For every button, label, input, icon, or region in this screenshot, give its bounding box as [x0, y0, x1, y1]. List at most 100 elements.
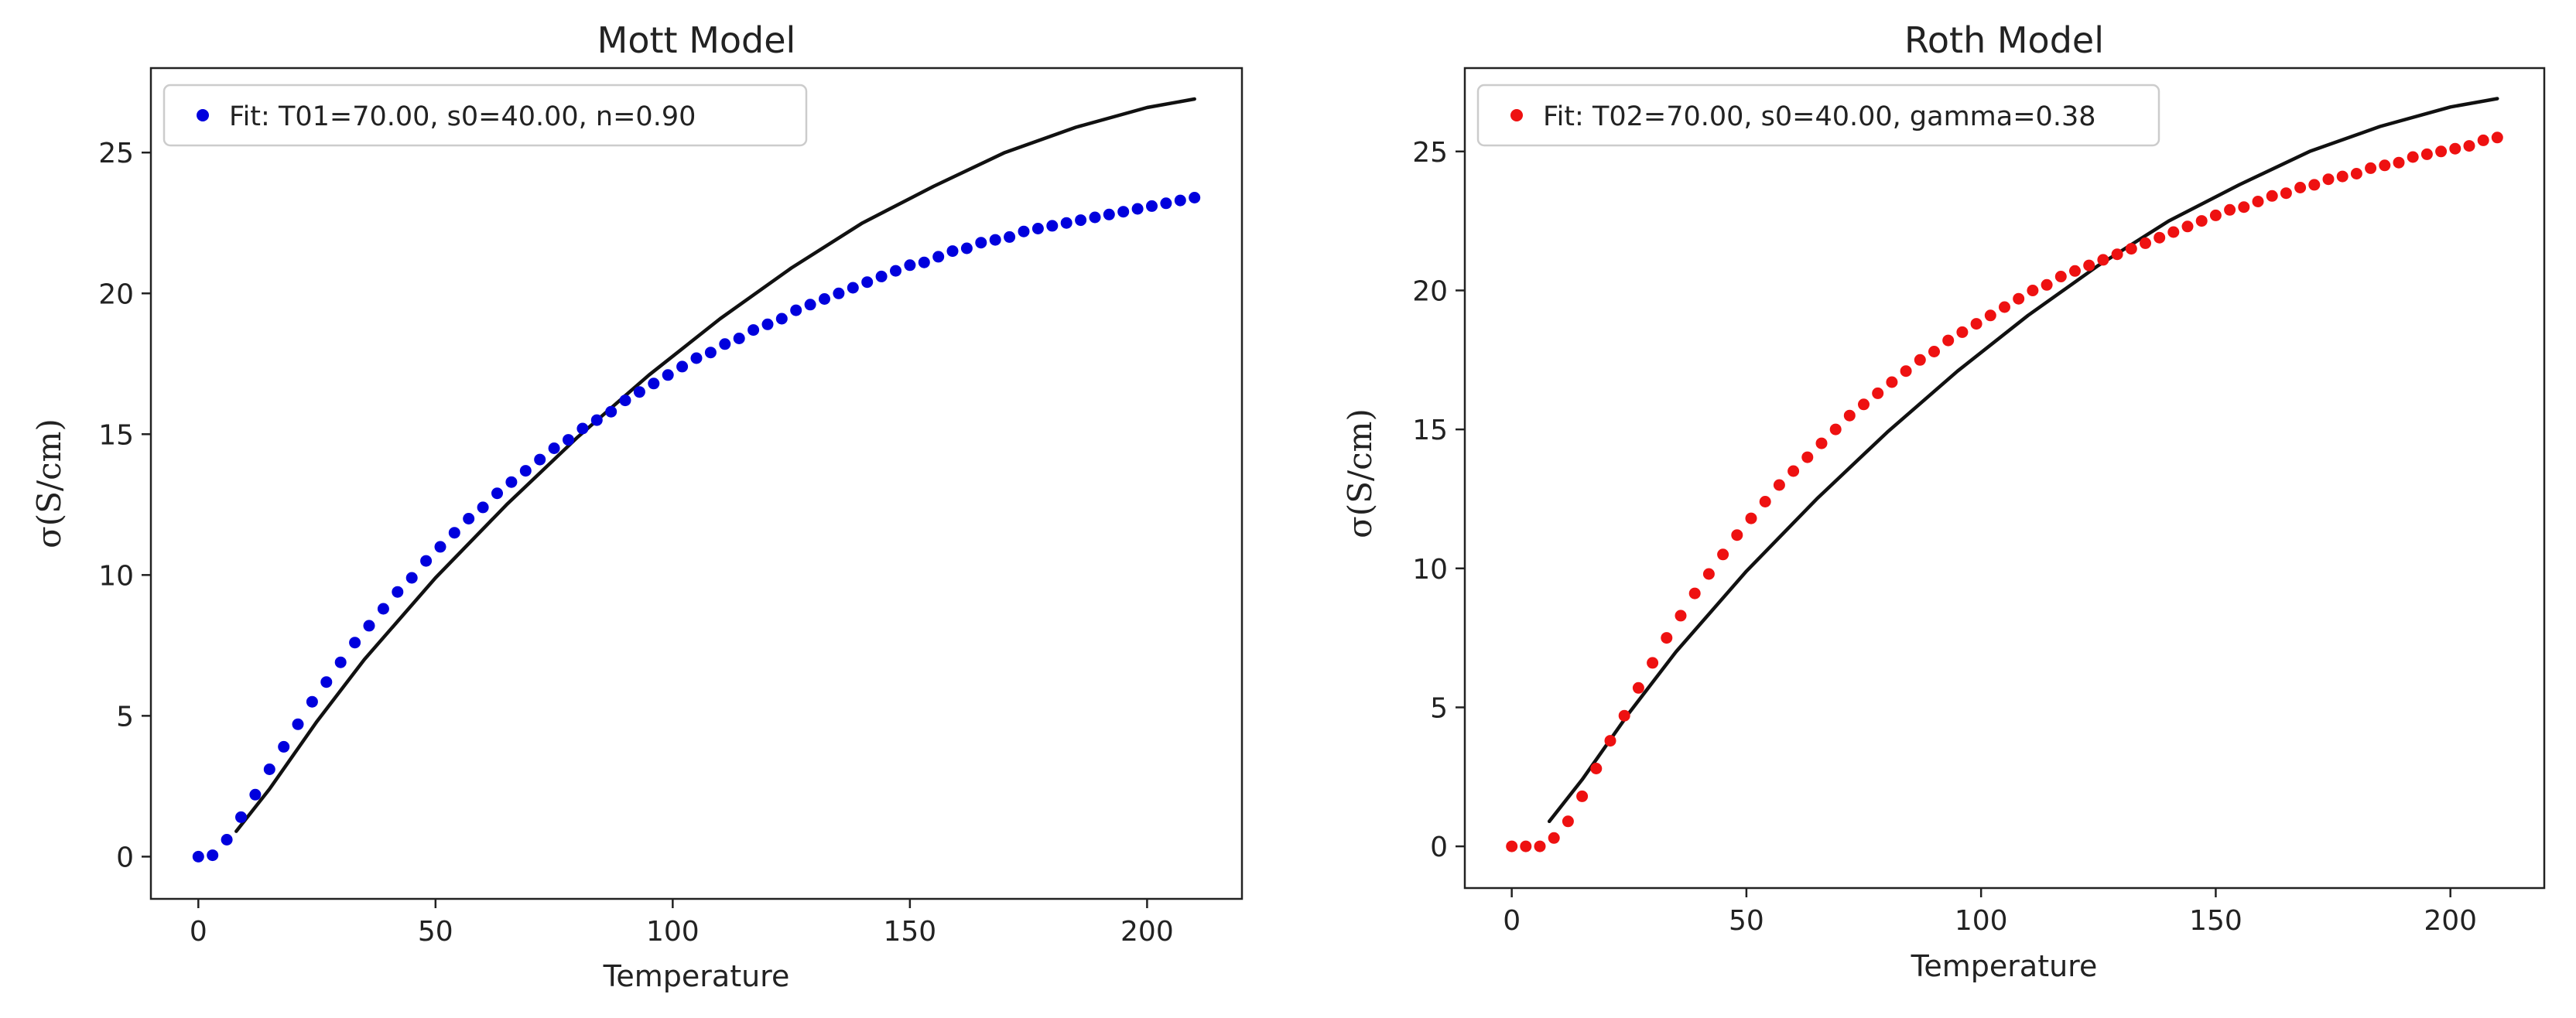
legend: Fit: T01=70.00, s0=40.00, n=0.90: [162, 84, 808, 147]
x-axis-label: Temperature: [1911, 949, 2098, 983]
data-point: [505, 476, 518, 488]
reference-line: [234, 97, 1196, 833]
data-point: [278, 740, 290, 753]
data-point: [1914, 354, 1926, 366]
data-point: [2336, 170, 2349, 183]
data-point: [1815, 437, 1828, 449]
fit-points: [192, 192, 1201, 863]
data-point: [989, 234, 1001, 246]
data-point: [377, 603, 389, 615]
data-point: [2083, 259, 2095, 272]
data-point: [690, 352, 703, 364]
data-point: [1773, 479, 1785, 491]
data-point: [1160, 197, 1172, 210]
data-point: [2209, 209, 2222, 221]
data-point: [1675, 610, 1687, 622]
data-point: [2435, 145, 2448, 158]
data-point: [676, 360, 689, 373]
data-point: [491, 487, 503, 500]
data-point: [1534, 840, 1546, 852]
data-point: [719, 338, 731, 350]
data-point: [1647, 657, 1659, 669]
data-point: [1031, 223, 1044, 234]
data-point: [804, 299, 816, 311]
x-tick-label: 50: [1729, 905, 1764, 937]
data-point: [1548, 832, 1560, 844]
data-point: [519, 465, 532, 477]
axis-ticks: 0 50 100 150 200 0 5 10 15 20 25: [1412, 137, 2477, 937]
x-tick-label: 50: [418, 916, 453, 948]
data-point: [1688, 587, 1701, 600]
data-point: [2379, 159, 2391, 172]
x-tick-label: 100: [646, 916, 700, 948]
data-point: [1117, 206, 1130, 218]
data-point: [1717, 548, 1729, 561]
data-point: [2167, 226, 2180, 238]
data-point: [975, 237, 987, 249]
data-point: [1189, 192, 1201, 203]
data-point: [2111, 248, 2123, 261]
data-point: [733, 333, 745, 344]
data-point: [1075, 214, 1087, 227]
data-point: [1787, 465, 1800, 477]
data-point: [1745, 512, 1757, 524]
data-point: [548, 442, 560, 454]
data-point: [306, 695, 318, 708]
data-point: [847, 282, 859, 294]
data-point: [2463, 140, 2475, 152]
data-point: [861, 276, 874, 289]
data-point: [1103, 208, 1115, 220]
data-point: [1661, 632, 1673, 644]
data-point: [249, 788, 262, 801]
x-tick-label: 0: [190, 916, 207, 948]
data-point: [590, 414, 603, 426]
reference-curve: [1547, 97, 2499, 824]
data-point: [648, 377, 660, 390]
data-point: [662, 369, 674, 381]
x-tick-label: 0: [1503, 905, 1521, 937]
data-point: [2097, 254, 2109, 266]
plot-area: [1463, 67, 2546, 890]
data-point: [1632, 682, 1644, 694]
data-point: [2238, 201, 2250, 214]
data-point: [1900, 365, 1912, 377]
data-point: [747, 324, 760, 336]
data-point: [1872, 387, 1884, 399]
data-point: [932, 251, 945, 263]
data-point: [1970, 318, 1982, 330]
data-point: [1060, 217, 1072, 229]
data-point: [1984, 309, 1996, 322]
data-point: [534, 453, 546, 466]
legend: Fit: T02=70.00, s0=40.00, gamma=0.38: [1476, 84, 2160, 147]
legend-marker: [197, 109, 209, 121]
data-point: [405, 572, 418, 584]
data-point: [292, 718, 304, 730]
y-tick-label: 0: [1430, 832, 1448, 863]
data-point: [1089, 211, 1101, 224]
data-point: [1731, 529, 1743, 541]
data-point: [2322, 173, 2335, 186]
data-point: [2280, 187, 2292, 200]
reference-curve: [234, 97, 1196, 833]
data-point: [2154, 231, 2166, 244]
data-point: [2294, 182, 2307, 193]
data-point: [1004, 231, 1016, 243]
data-point: [420, 555, 433, 567]
x-tick-label: 200: [1120, 916, 1174, 948]
data-point: [207, 849, 219, 862]
data-point: [1999, 301, 2010, 313]
data-point: [704, 347, 717, 359]
data-point: [1928, 346, 1940, 357]
legend-label: Fit: T02=70.00, s0=40.00, gamma=0.38: [1543, 101, 2095, 132]
reference-line: [1547, 97, 2499, 824]
data-point: [1506, 840, 1518, 852]
legend-label: Fit: T01=70.00, s0=40.00, n=0.90: [229, 101, 696, 132]
data-point: [576, 422, 589, 435]
fit-points: [1506, 132, 2503, 852]
data-point: [619, 395, 631, 407]
data-point: [918, 256, 930, 268]
data-point: [1018, 225, 1030, 237]
y-tick-label: 10: [98, 560, 134, 592]
y-tick-label: 15: [1412, 415, 1448, 446]
